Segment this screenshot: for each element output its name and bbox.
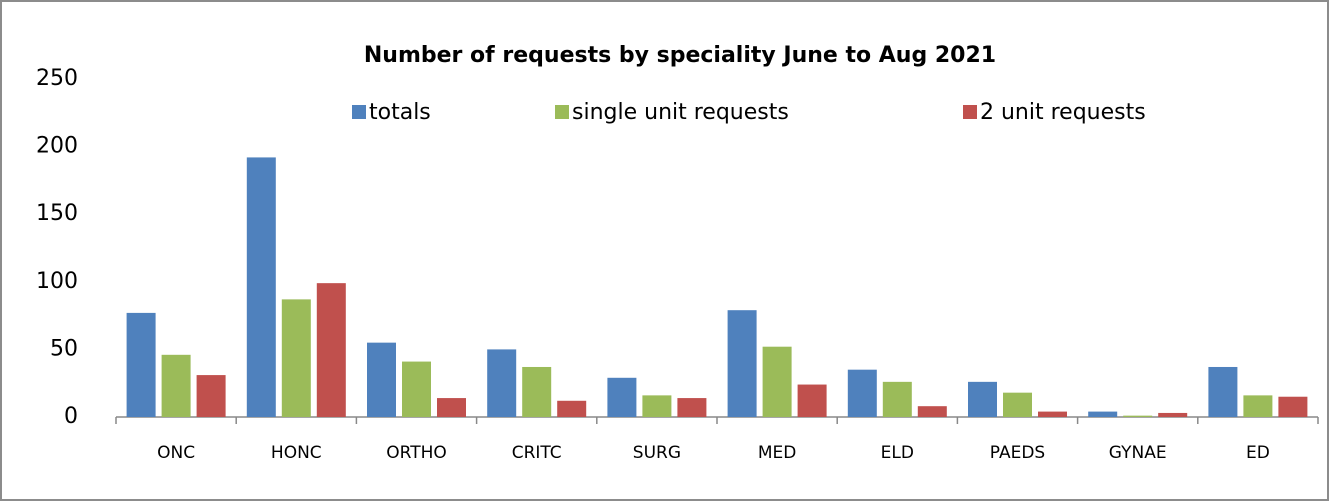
bar [161,354,191,417]
legend-swatch [963,105,977,119]
legend-swatch [555,105,569,119]
bar [1158,412,1188,417]
y-tick-label: 0 [64,404,78,429]
bar [196,375,226,417]
legend-label: single unit requests [572,100,789,125]
x-tick-label: PAEDS [990,443,1045,463]
bar [1088,411,1118,417]
bar [917,406,947,417]
bar [607,377,637,417]
x-tick-label: ED [1246,443,1270,463]
bar [402,361,431,417]
bar [882,381,912,417]
bar [246,157,276,417]
chart-title: Number of requests by speciality June to… [364,43,996,68]
bar [677,398,707,417]
bar [762,346,792,417]
bar [1038,411,1067,417]
x-tick-label: SURG [633,443,681,463]
bar [487,349,517,417]
bar [1208,366,1238,417]
legend-label: 2 unit requests [980,100,1146,125]
bar [281,299,311,417]
bar [522,366,552,417]
bar [968,381,997,417]
bar [316,283,346,417]
y-tick-label: 50 [50,336,78,361]
x-tick-label: ONC [157,443,195,463]
x-tick-label: CRITC [512,443,562,463]
legend-swatch [352,105,366,119]
bar [1278,396,1308,417]
x-tick-label: HONC [271,443,322,463]
bar [367,342,396,417]
x-tick-label: GYNAE [1109,443,1167,463]
bar [642,395,672,417]
y-tick-label: 150 [36,201,78,226]
bar [727,310,757,417]
x-tick-label: ELD [881,443,914,463]
bar [557,400,587,417]
bar [1243,395,1273,417]
x-tick-label: ORTHO [386,443,447,463]
bar [847,369,877,417]
y-tick-label: 250 [36,66,78,91]
bar [126,312,156,417]
bar [1123,415,1153,417]
y-tick-label: 200 [36,134,78,159]
x-tick-label: MED [758,443,797,463]
bar [797,384,827,417]
bar [437,398,466,417]
legend-label: totals [369,100,431,125]
y-tick-label: 100 [36,269,78,294]
bar [1003,392,1032,417]
